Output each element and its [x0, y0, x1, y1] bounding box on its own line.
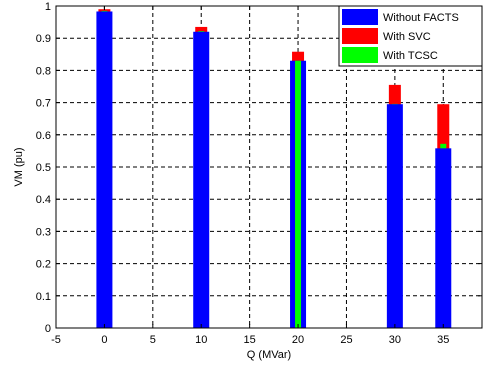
legend-label: With TCSC — [383, 50, 438, 62]
bar-with-tcsc-x20 — [295, 60, 302, 329]
x-axis-label: Q (MVar) — [247, 349, 291, 361]
y-tick-label: 1 — [45, 1, 51, 13]
legend-swatch — [342, 47, 378, 63]
y-tick-label: 0.2 — [36, 259, 51, 271]
x-tick-label: 20 — [292, 334, 304, 346]
legend-label: With SVC — [383, 31, 431, 43]
y-tick-label: 0.4 — [36, 194, 51, 206]
y-tick-label: 0.5 — [36, 162, 51, 174]
x-tick-label: 10 — [195, 334, 207, 346]
x-tick-label: 30 — [389, 334, 401, 346]
legend: Without FACTS With SVC With TCSC — [338, 5, 483, 67]
bars — [96, 9, 452, 329]
bar-without-facts-x0 — [96, 11, 113, 329]
bar-without-facts-x10 — [193, 31, 210, 328]
x-tick-label: -5 — [51, 334, 61, 346]
x-tick-label: 5 — [150, 334, 156, 346]
y-axis-label: VM (pu) — [13, 147, 25, 186]
legend-swatch — [342, 9, 378, 25]
bar-without-facts-x30 — [386, 104, 403, 329]
y-tick-label: 0.9 — [36, 33, 51, 45]
x-tick-label: 0 — [101, 334, 107, 346]
x-tick-label: 15 — [244, 334, 256, 346]
y-tick-label: 0.1 — [36, 291, 51, 303]
y-tick-label: 0.7 — [36, 98, 51, 110]
y-tick-label: 0.3 — [36, 226, 51, 238]
y-tick-label: 0.6 — [36, 130, 51, 142]
x-tick-label: 35 — [437, 334, 449, 346]
legend-swatch — [342, 28, 378, 44]
legend-label: Without FACTS — [383, 12, 459, 24]
bar-without-facts-x35 — [435, 148, 452, 328]
y-tick-label: 0 — [45, 323, 51, 335]
axis-ticks: -5 0 5 10 15 20 25 30 3500.10.20.30.40.50.60.70.… — [36, 1, 482, 346]
x-tick-label: 25 — [340, 334, 352, 346]
y-tick-label: 0.8 — [36, 65, 51, 77]
